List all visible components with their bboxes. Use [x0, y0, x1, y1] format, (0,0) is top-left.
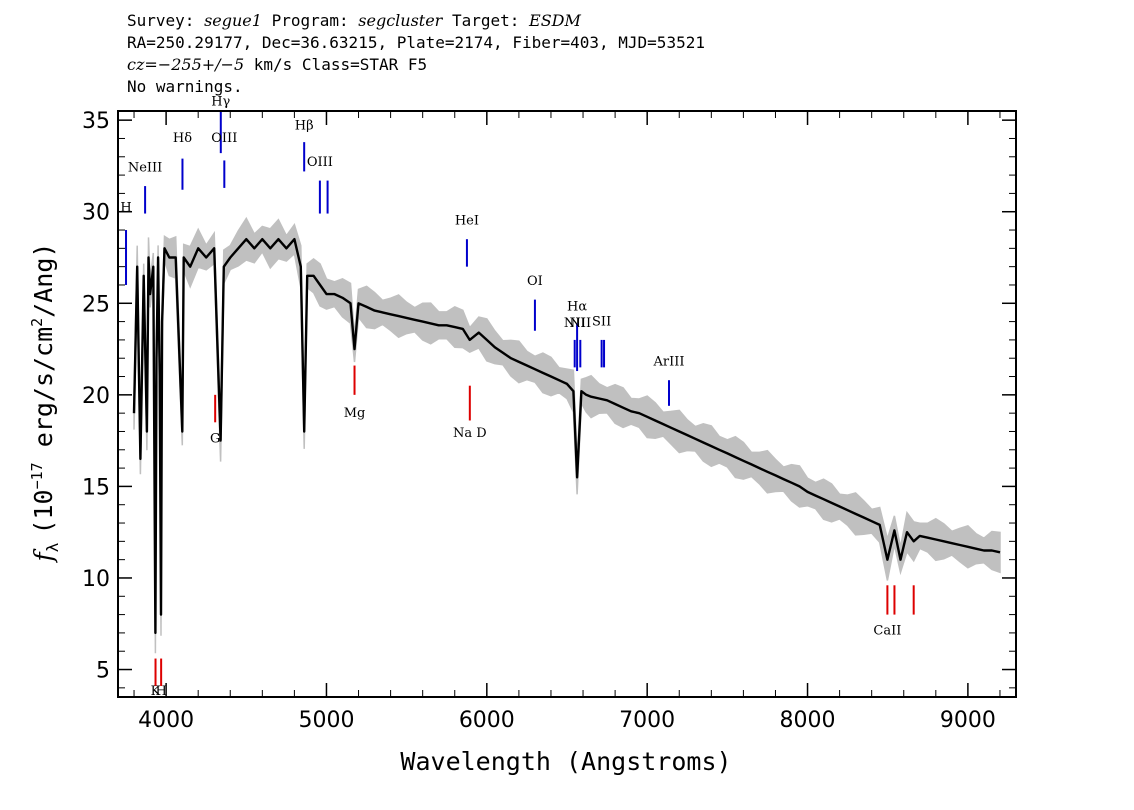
y-tick-label-1: 10: [82, 567, 110, 592]
x-axis-title: Wavelength (Angstroms): [400, 747, 731, 776]
x-tick-label-3: 7000: [619, 708, 675, 733]
header-line-coordinates: RA=250.29177, Dec=36.63215, Plate=2174, …: [127, 33, 705, 52]
flux-series: [132, 237, 1001, 635]
header-line-redshift: cz=−255+/−5 km/s Class=STAR F5: [127, 54, 705, 76]
y-axis-f: f: [29, 548, 58, 563]
x-tick-label-4: 8000: [780, 708, 836, 733]
survey-label: Survey:: [127, 11, 205, 30]
absorption-line-label-1: H: [155, 684, 166, 699]
emission-line-label-1: NeIII: [128, 160, 162, 175]
y-axis-exp2: 2: [28, 318, 46, 327]
y-axis-lambda: λ: [43, 542, 62, 552]
emission-line-label-6: OIII: [307, 155, 333, 170]
emission-line-label-9: OI: [527, 274, 543, 289]
y-tick-label-2: 15: [82, 475, 110, 500]
y-tick-label-5: 30: [82, 201, 110, 226]
x-tick-label-2: 6000: [459, 708, 515, 733]
y-axis-post: /Ang): [29, 243, 58, 318]
program-value: segcluster: [358, 11, 443, 30]
x-tick-label-0: 4000: [138, 708, 194, 733]
emission-line-label-5: Hβ: [295, 118, 314, 133]
spectrum-header: Survey: segue1 Program: segcluster Targe…: [127, 10, 705, 98]
y-axis-exp1: −17: [28, 462, 46, 489]
y-tick-label-4: 25: [82, 292, 110, 317]
y-tick-label-3: 20: [82, 384, 110, 409]
x-tick-label-1: 5000: [298, 708, 354, 733]
emission-line-label-15: ArIII: [652, 355, 684, 370]
header-line-warnings: No warnings.: [127, 77, 243, 96]
plot-frame: [117, 110, 1017, 698]
redshift-value: cz=−255+/−5: [127, 55, 245, 74]
emission-line-label-10: NII: [564, 316, 586, 331]
flux-line: [132, 237, 1001, 635]
noise-envelope: [133, 216, 1001, 654]
emission-line-label-0: H: [120, 201, 131, 216]
emission-line-label-4: OIII: [211, 131, 237, 146]
program-label: Program:: [261, 11, 359, 30]
emission-line-label-12: NII: [569, 316, 591, 331]
emission-line-label-8: HeI: [455, 214, 479, 229]
emission-line-label-11: Hα: [567, 300, 587, 315]
target-value: ESDM: [529, 11, 581, 30]
y-axis-title: fλ (10−17 erg/s/cm2/Ang): [28, 243, 62, 564]
emission-line-label-3: Hγ: [211, 95, 230, 110]
survey-value: segue1: [204, 11, 262, 30]
y-tick-label-6: 35: [82, 109, 110, 134]
noise-band: [133, 216, 1001, 654]
plot-border: [117, 110, 1017, 698]
absorption-line-label-3: Mg: [344, 406, 366, 421]
absorption-line-label-2: G: [210, 431, 220, 446]
absorption-line-label-0: K: [151, 684, 161, 699]
header-line-survey: Survey: segue1 Program: segcluster Targe…: [127, 10, 705, 32]
axis-ticks: 4000 5000 6000 7000 8000 9000 5 10 15 20 25 30 35: [82, 109, 1016, 733]
y-tick-label-0: 5: [96, 659, 110, 684]
x-tick-label-5: 9000: [940, 708, 996, 733]
absorption-line-label-5: CaII: [873, 624, 901, 639]
y-axis-pre: (10: [29, 489, 58, 534]
target-label: Target:: [442, 11, 530, 30]
absorption-line-label-4: Na D: [453, 426, 487, 441]
y-axis-mid: erg/s/cm: [29, 327, 58, 462]
emission-line-label-2: Hδ: [173, 131, 192, 146]
class-text: km/s Class=STAR F5: [244, 55, 428, 74]
emission-line-label-13: SII: [592, 314, 611, 329]
